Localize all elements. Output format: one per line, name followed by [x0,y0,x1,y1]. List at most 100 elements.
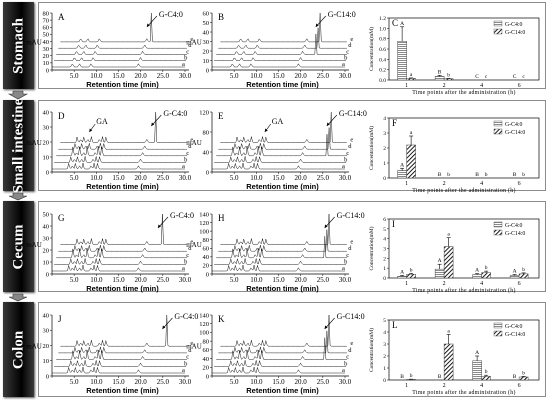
trace-label-d: d [188,347,192,354]
trace-label-b: b [344,156,347,163]
down-arrow-icon [8,293,28,302]
x-tick-label: 5.0 [70,276,79,284]
trace-a [52,63,185,68]
bar-g-c4-2 [434,268,445,279]
trace-d [218,127,347,150]
trace-label-b: b [184,55,187,62]
peak-label: G-C4:0 [163,109,187,118]
y-tick-label: 10 [203,58,210,65]
trace-label-e: e [350,239,353,246]
trace-b [54,156,186,163]
x-axis-label: Retention time (min) [246,182,319,191]
significance-label: c [485,74,488,80]
x-tick-label: 15.0 [112,378,125,386]
y-tick-label: 50 [43,32,50,39]
x-tick-label: 2 [443,83,446,89]
y-tick-label: 2 [383,146,386,152]
y-tick-label: 0.4 [379,57,386,63]
peak-label: G-C14:0 [339,109,367,118]
significance-label: b [522,370,525,376]
y-tick-label: 120 [199,109,209,116]
y-tick-label: 80 [203,237,210,244]
significance-label: a [410,72,413,78]
trace-d [58,245,187,252]
legend-label: G-C14:0 [505,130,525,136]
y-tick-label: 0 [206,373,209,380]
x-tick-label: 5.0 [230,378,239,386]
y-tick-label: 0 [46,169,49,176]
trace-label-c: c [186,150,189,157]
trace-label-e: e [190,239,193,246]
bar-g-c14-6 [518,273,529,279]
significance-label: C [513,74,517,80]
x-axis-label: Time points after the administration (h) [412,187,515,194]
x-tick-label: 4 [480,383,483,389]
x-tick-label: 10.0 [90,174,103,182]
bar-g-c14-1 [406,274,416,279]
bar-g-c4-1 [397,41,407,81]
trace-label-b: b [344,360,347,367]
trace-c [56,146,187,157]
x-tick-label: 6 [518,281,521,287]
significance-label: B [438,69,442,75]
chromatogram-B: 0 10 20 30 40 50 60 mAU 5.0 10.0 15.0 20.0 25.0 30.0 R… [186,10,356,89]
trace-label-a: a [342,61,345,68]
x-tick-label: 5.0 [230,72,239,80]
significance-label: b [447,72,450,78]
y-tick-label: 0 [206,67,209,74]
legend-label: G-C4:0 [505,324,522,330]
y-tick-label: 40 [203,149,210,156]
x-axis-label: Retention time (min) [246,284,319,293]
significance-label: B [400,374,404,380]
y-tick-label: 0.6 [379,47,386,53]
trace-label-d: d [348,245,352,252]
y-tick-label: 60 [203,246,210,253]
cecum-row-frame [38,201,546,292]
bar-g-c14-6 [518,376,529,381]
x-tick-label: 15.0 [112,174,125,182]
significance-label: B [513,172,517,178]
x-tick-label: 1 [405,383,408,389]
trace-label-d: d [348,347,352,354]
panel-letter: L [392,320,398,330]
panel-letter: E [218,111,224,121]
x-tick-label: 2 [443,281,446,287]
trace-c [56,248,187,259]
peak-label: G-C4:0 [174,312,198,321]
legend-swatch [493,229,503,236]
x-tick-label: 15.0 [272,276,285,284]
x-tick-label: 30.0 [179,276,192,284]
y-tick-label: 20 [203,365,210,372]
significance-label: A [475,350,479,356]
legend-swatch [493,330,503,337]
peak-arrow-head-icon [324,224,328,228]
legend-swatch [493,20,503,27]
trace-d [58,143,187,150]
x-tick-label: 4 [480,181,483,187]
trace-e [60,213,187,245]
y-tick-label: 1 [383,161,386,167]
trace-label-d: d [188,42,192,49]
peak-arrow-head-icon [146,23,150,27]
x-tick-label: 25.0 [157,72,170,80]
bar-g-c4-4 [472,360,482,381]
y-tick-label: 0 [206,271,209,278]
y-tick-label: 0.8 [379,37,386,43]
y-tick-label: 10 [43,358,50,365]
panel-letter: H [218,213,225,223]
bar-g-c14-1 [406,379,416,381]
trace-label-b: b [344,258,347,265]
y-tick-label: 60 [203,347,210,354]
significance-label: a [447,232,450,238]
x-tick-label: 5.0 [70,174,79,182]
extra-peak-label: GA [96,117,108,126]
x-tick-label: 25.0 [317,276,330,284]
extra-peak-label: GA [272,117,284,126]
trace-d [218,27,347,49]
trace-label-a: a [182,367,185,374]
significance-label: b [447,172,450,178]
y-tick-label: 4 [383,237,386,243]
y-axis-label: Concentration(mM) [368,328,375,372]
x-tick-label: 10.0 [250,174,263,182]
